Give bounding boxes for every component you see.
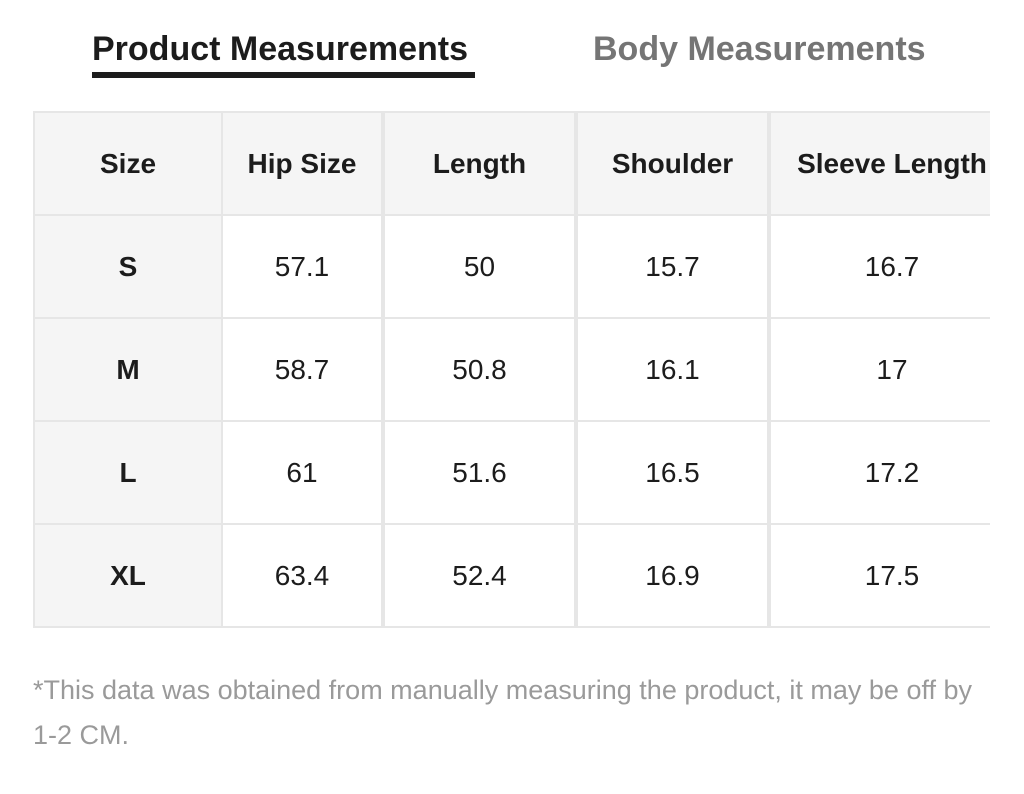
- header-size: Size: [33, 111, 223, 216]
- shoulder-cell: 16.9: [574, 523, 770, 628]
- shoulder-cell: 15.7: [574, 214, 770, 319]
- length-cell: 50.8: [381, 317, 577, 422]
- sleeve-length-cell: 16.7: [767, 214, 990, 319]
- sleeve-length-cell: 17: [767, 317, 990, 422]
- table-header-row: Size Hip Size Length Shoulder Sleeve Len…: [33, 111, 990, 216]
- shoulder-cell: 16.5: [574, 420, 770, 525]
- measurements-table-container[interactable]: Size Hip Size Length Shoulder Sleeve Len…: [33, 111, 990, 637]
- shoulder-cell: 16.1: [574, 317, 770, 422]
- sleeve-length-cell: 17.5: [767, 523, 990, 628]
- table-row: M 58.7 50.8 16.1 17: [33, 317, 990, 422]
- length-cell: 51.6: [381, 420, 577, 525]
- header-shoulder: Shoulder: [574, 111, 770, 216]
- sleeve-length-cell: 17.2: [767, 420, 990, 525]
- size-cell: L: [33, 420, 223, 525]
- hip-size-cell: 57.1: [221, 214, 384, 319]
- size-cell: S: [33, 214, 223, 319]
- header-hip-size: Hip Size: [221, 111, 384, 216]
- tab-product-measurements[interactable]: Product Measurements: [92, 30, 468, 68]
- header-length: Length: [381, 111, 577, 216]
- table-row: S 57.1 50 15.7 16.7: [33, 214, 990, 319]
- header-sleeve-length: Sleeve Length: [767, 111, 990, 216]
- length-cell: 50: [381, 214, 577, 319]
- table-row: XL 63.4 52.4 16.9 17.5: [33, 523, 990, 628]
- size-cell: M: [33, 317, 223, 422]
- tab-body-measurements[interactable]: Body Measurements: [593, 30, 926, 68]
- size-cell: XL: [33, 523, 223, 628]
- hip-size-cell: 61: [221, 420, 384, 525]
- length-cell: 52.4: [381, 523, 577, 628]
- hip-size-cell: 58.7: [221, 317, 384, 422]
- table-row: L 61 51.6 16.5 17.2: [33, 420, 990, 525]
- measurement-disclaimer: *This data was obtained from manually me…: [33, 675, 972, 750]
- measurements-table: Size Hip Size Length Shoulder Sleeve Len…: [33, 111, 990, 628]
- active-tab-indicator: [92, 72, 475, 78]
- hip-size-cell: 63.4: [221, 523, 384, 628]
